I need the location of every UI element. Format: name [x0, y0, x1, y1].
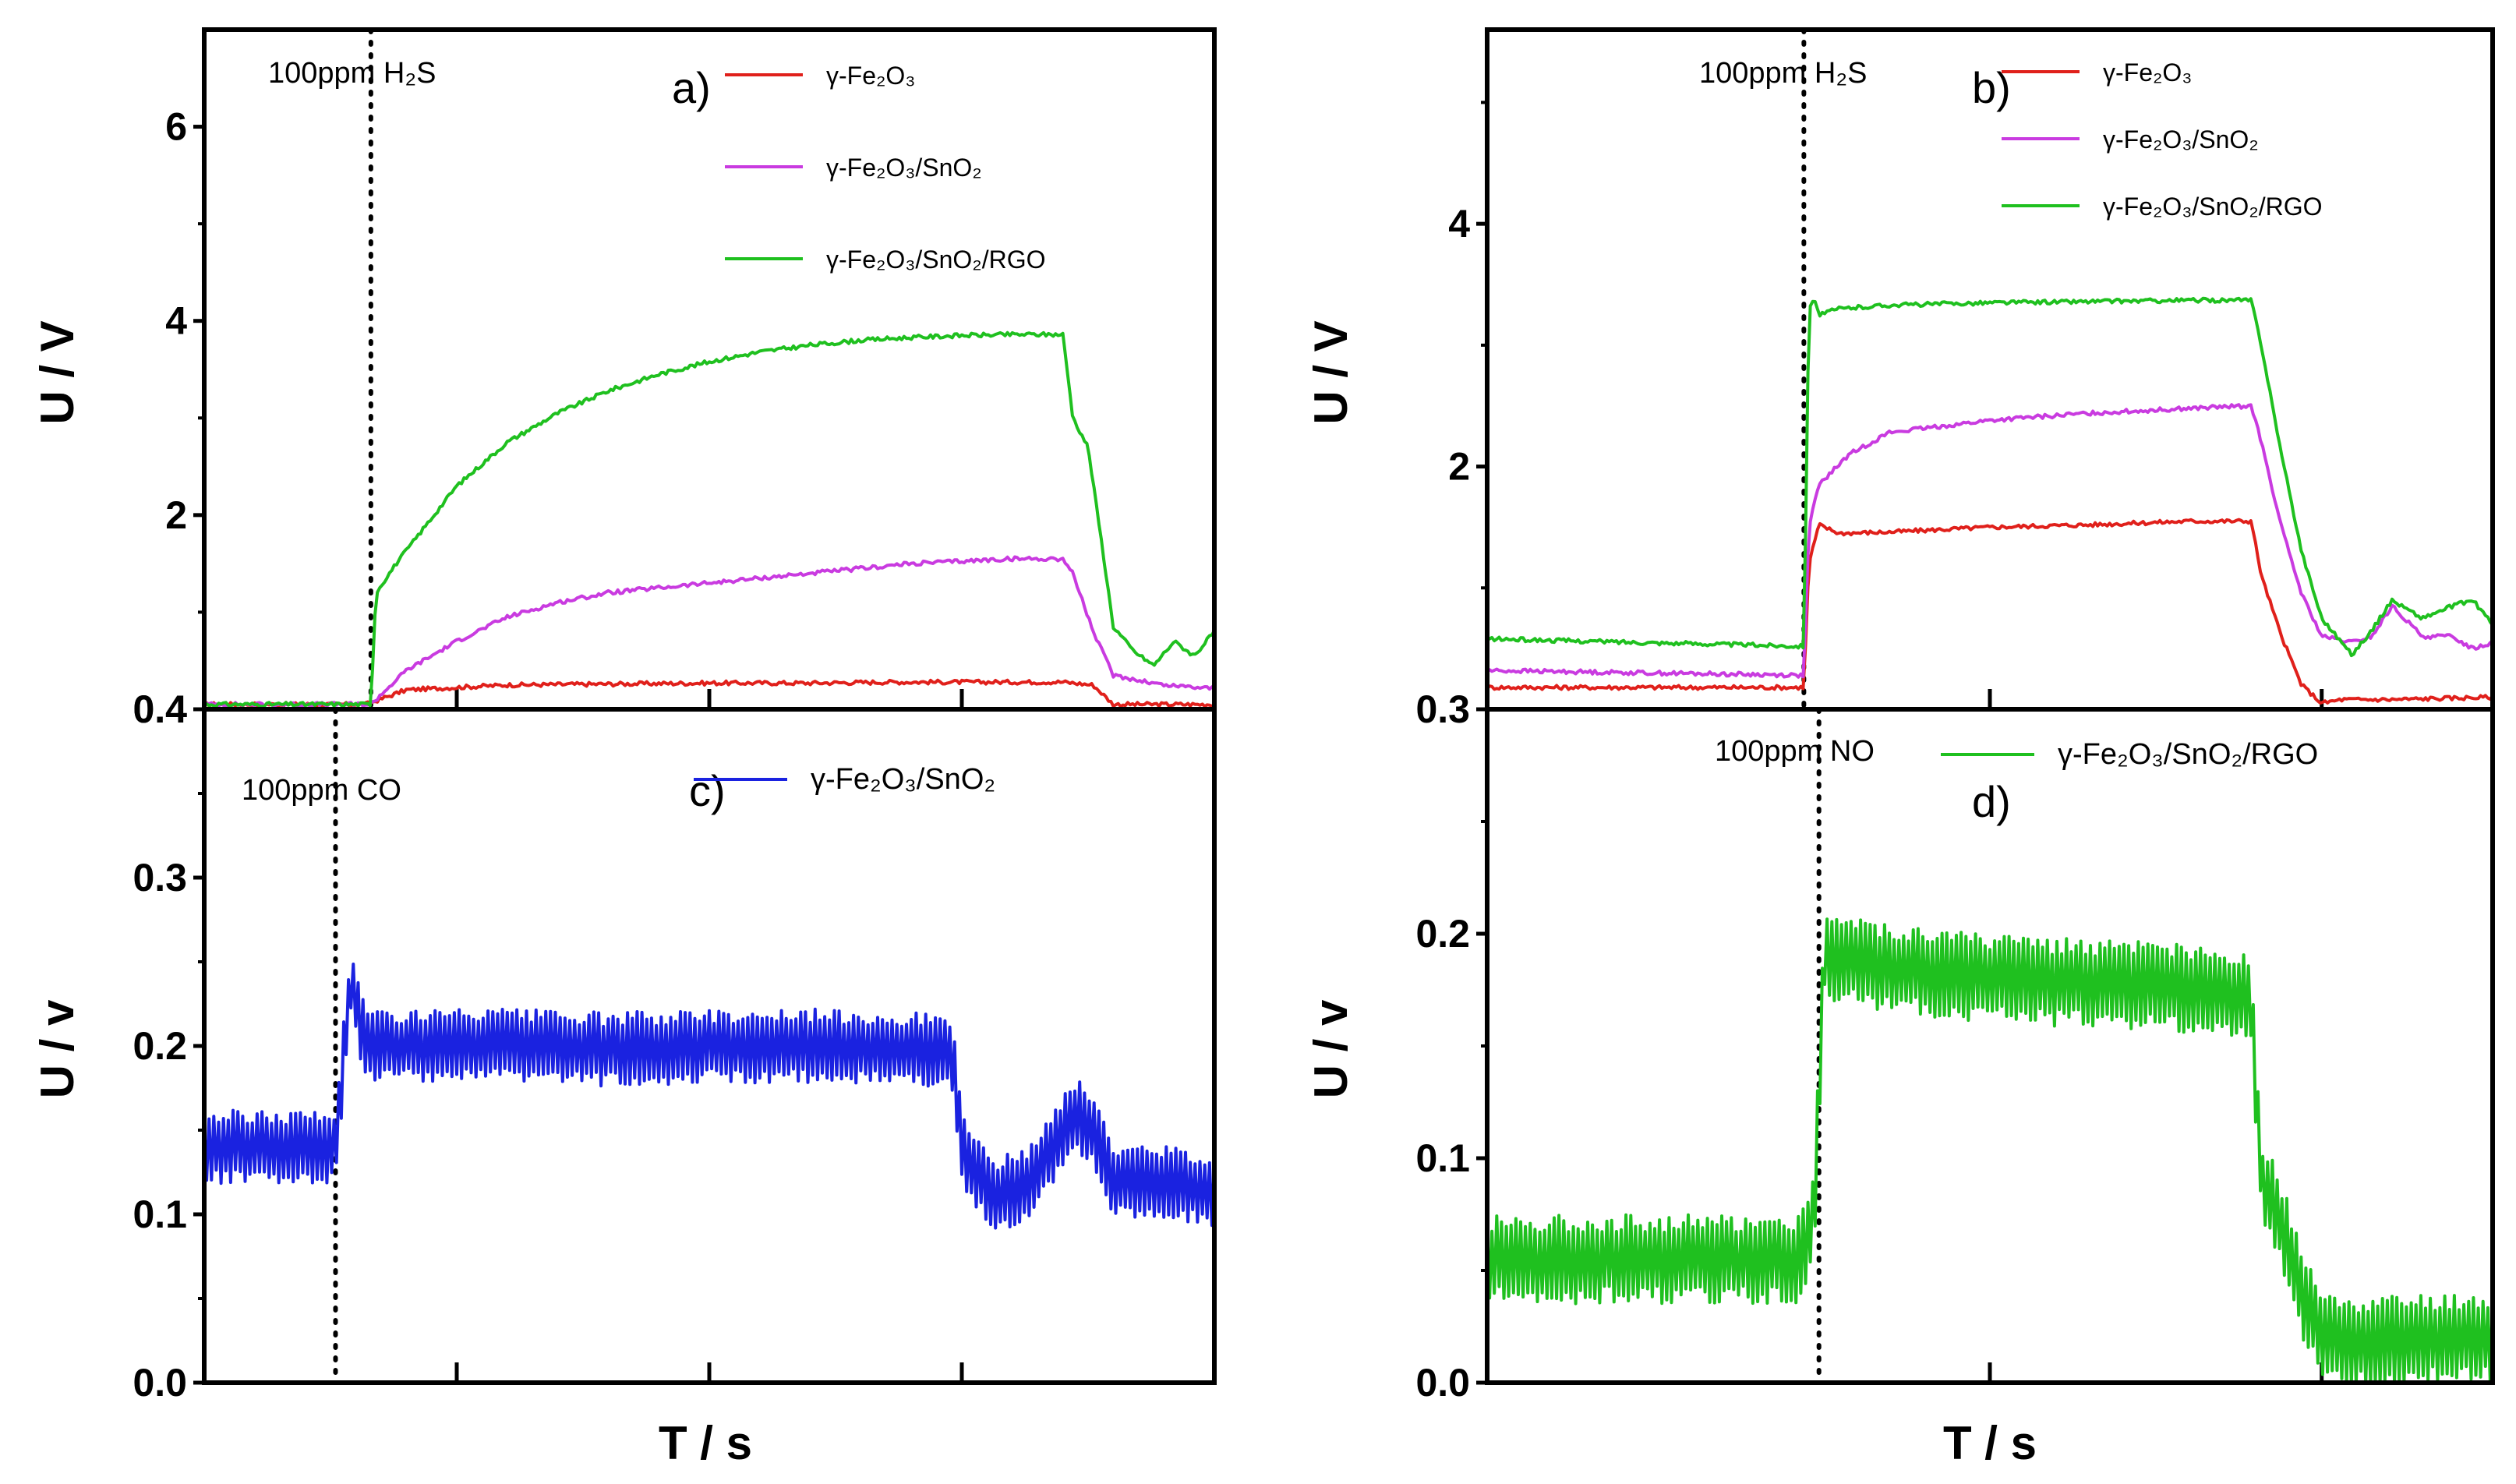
- legend-label: γ-Fe₂O₃/SnO₂/RGO: [2103, 193, 2322, 221]
- panel-label-d: d): [1972, 777, 2011, 826]
- plot-area-d: 0.0 0.1 0.2: [1415, 707, 2494, 1404]
- legend-label: γ-Fe₂O₃: [2103, 58, 2192, 87]
- y-tick-label: 0.0: [133, 1361, 187, 1404]
- y-tick-label: 0.1: [133, 1192, 187, 1236]
- y-tick-label: 0.0: [1415, 1361, 1470, 1404]
- y-tick-label: 4: [165, 299, 187, 343]
- y-tick-label: 0.4: [133, 687, 187, 731]
- y-axis-title-b: U / V: [1305, 320, 1357, 424]
- annotation-d: 100ppm NO: [1715, 735, 1875, 768]
- annotation-a: 100ppm H₂S: [268, 57, 436, 90]
- annotation-b: 100ppm H₂S: [1699, 57, 1867, 90]
- y-axis-title-a: U / V: [31, 320, 83, 424]
- y-tick-label: 0.4: [133, 687, 187, 731]
- axes-frame-a: [202, 27, 1217, 712]
- legend-label: γ-Fe₂O₃/SnO₂/RGO: [826, 246, 1045, 274]
- legend-label: γ-Fe₂O₃/SnO₂: [811, 763, 995, 796]
- panel-c: 0.0 0.1 0.2 0.3 0.4 100ppm CO c) U / v T / s…: [31, 687, 1217, 1469]
- y-tick-label: 0.3: [133, 856, 187, 899]
- series-line: [1486, 403, 2493, 679]
- y-tick-label: 0.2: [133, 1024, 187, 1068]
- series-line: [203, 963, 1216, 1230]
- panel-label-a: a): [672, 63, 711, 112]
- plot-area-c: 0.0 0.1 0.2 0.3 0.4: [133, 687, 1216, 1404]
- legend-b: γ-Fe₂O₃ γ-Fe₂O₃/SnO₂ γ-Fe₂O₃/SnO₂/RGO: [2002, 58, 2322, 221]
- y-tick-label: 2: [165, 493, 187, 537]
- axes-frame-d: [1485, 707, 2495, 1385]
- y-tick-label: 0.2: [1415, 912, 1470, 956]
- series-line: [1486, 518, 2494, 705]
- x-axis-title-d: T / s: [1943, 1417, 2037, 1469]
- series-line: [203, 555, 1216, 708]
- series-line: [1486, 296, 2494, 658]
- plot-area-a: 0.4 2 4 6: [133, 27, 1216, 731]
- plot-area-b: 0.3 2 4: [1415, 27, 2494, 731]
- x-axis-title-c: T / s: [659, 1417, 752, 1469]
- axes-frame-b: [1485, 27, 2495, 712]
- y-tick-label: 0.3: [1415, 687, 1470, 731]
- y-tick-label: 4: [1448, 202, 1470, 246]
- panel-b: 0.324 100ppm H₂S b) U / V γ-Fe₂O₃γ-Fe₂O₃…: [1305, 27, 2495, 731]
- y-axis-title-c: U / v: [31, 999, 83, 1098]
- y-tick-label: 2: [1448, 445, 1470, 489]
- legend-a: γ-Fe₂O₃ γ-Fe₂O₃/SnO₂ γ-Fe₂O₃/SnO₂/RGO: [725, 62, 1045, 274]
- axes-frame-c: [202, 707, 1217, 1385]
- y-tick-label: 0.1: [1415, 1136, 1470, 1180]
- series-line: [203, 330, 1216, 708]
- y-axis-title-d: U / v: [1305, 999, 1357, 1098]
- annotation-c: 100ppm CO: [242, 774, 401, 807]
- panel-label-c: c): [689, 766, 726, 815]
- panel-d: 0.0 0.1 0.2 100ppm NO d) U / v T / s γ-Fe₂…: [1305, 707, 2495, 1469]
- legend-c: γ-Fe₂O₃/SnO₂: [694, 763, 995, 796]
- y-tick-label: 6: [165, 105, 187, 149]
- legend-d: γ-Fe₂O₃/SnO₂/RGO: [1941, 738, 2318, 771]
- legend-label: γ-Fe₂O₃/SnO₂/RGO: [2058, 738, 2318, 771]
- series-line: [1486, 917, 2494, 1384]
- legend-label: γ-Fe₂O₃: [826, 62, 915, 90]
- legend-label: γ-Fe₂O₃/SnO₂: [826, 154, 982, 182]
- legend-label: γ-Fe₂O₃/SnO₂: [2103, 125, 2259, 154]
